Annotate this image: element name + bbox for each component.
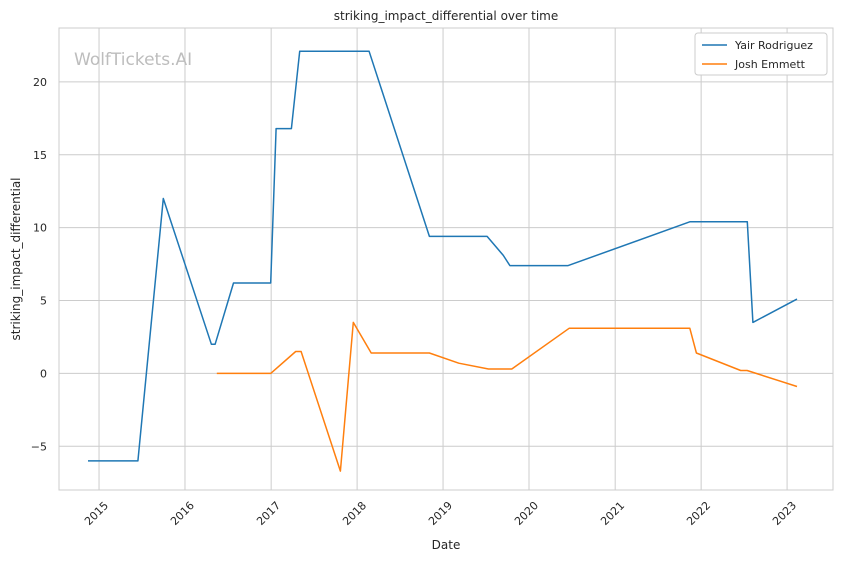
y-tick-label: 15 (33, 149, 47, 162)
legend-label-yair-rodriguez: Yair Rodriguez (734, 39, 813, 52)
chart-title: striking_impact_differential over time (334, 9, 559, 23)
y-tick-label: −5 (31, 440, 47, 453)
grid (59, 28, 833, 490)
series-layer (88, 50, 798, 472)
plot-frame (58, 27, 834, 491)
legend-label-josh-emmett: Josh Emmett (734, 58, 806, 71)
plot-area (59, 28, 833, 490)
watermark: WolfTickets.AI (74, 50, 192, 70)
y-tick-label: 0 (40, 367, 47, 380)
x-axis-label: Date (432, 538, 461, 552)
y-axis-label: striking_impact_differential (9, 177, 23, 340)
series-line-yair-rodriguez (88, 50, 798, 462)
series-line-josh-emmett (216, 321, 798, 472)
y-tick-label: 10 (33, 222, 47, 235)
y-tick-label: 20 (33, 76, 47, 89)
legend-box (694, 32, 828, 76)
legend: Yair Rodriguez Josh Emmett (694, 32, 828, 76)
y-axis: −5 0 5 10 15 20 (31, 76, 47, 453)
y-tick-label: 5 (40, 295, 47, 308)
